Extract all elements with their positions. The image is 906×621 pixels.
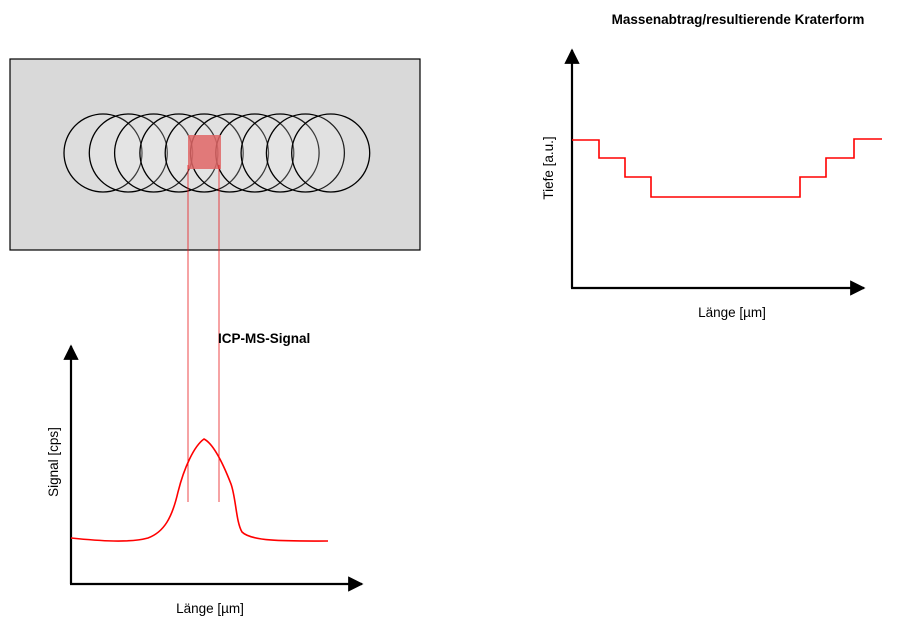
crater-chart-title: Massenabtrag/resultierende Kraterform <box>612 12 865 27</box>
crater-x-axis-label: Länge [µm] <box>698 305 766 320</box>
laser-spot-10 <box>291 113 371 193</box>
sample-panel <box>9 58 421 251</box>
crater-chart: Massenabtrag/resultierende Kraterform Ti… <box>541 12 882 320</box>
crater-profile-line <box>572 138 882 198</box>
laser-spot-9 <box>265 113 346 193</box>
laser-spot-2 <box>88 113 168 193</box>
signal-x-axis-label: Länge [µm] <box>176 601 244 616</box>
laser-spot-8 <box>240 113 320 193</box>
ablation-highlight <box>188 135 221 169</box>
laser-spot-1 <box>63 113 143 193</box>
crater-y-axis-label: Tiefe [a.u.] <box>541 136 556 199</box>
signal-chart: ICP-MS-Signal Signal [cps] Länge [µm] <box>46 331 364 616</box>
signal-peak-curve <box>70 438 329 542</box>
signal-y-axis-label: Signal [cps] <box>46 427 61 497</box>
signal-chart-title: ICP-MS-Signal <box>218 331 310 346</box>
